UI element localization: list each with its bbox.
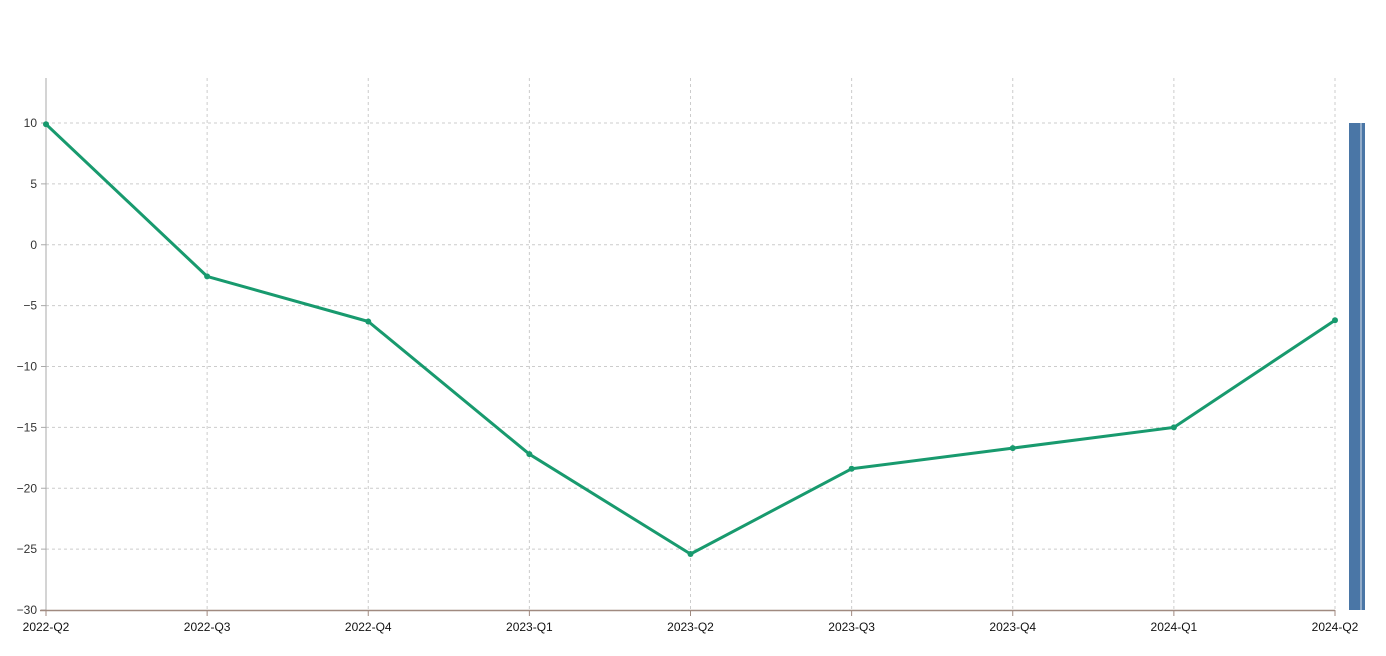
- x-tick-labels: 2022-Q2 2022-Q3 2022-Q4 2023-Q1 2023-Q2 2023-…: [23, 620, 1359, 634]
- x-tick-label: 2023-Q3: [828, 620, 875, 634]
- series-group: [43, 121, 1338, 557]
- data-point: [43, 121, 49, 128]
- side-bar-group: [1349, 123, 1365, 610]
- axes: [40, 78, 1336, 616]
- y-tick-label: 5: [30, 177, 37, 191]
- y-tick-label: −15: [17, 420, 38, 434]
- side-range-bar: [1349, 123, 1365, 610]
- x-tick-label: 2024-Q1: [1151, 620, 1198, 634]
- x-tick-label: 2023-Q2: [667, 620, 714, 634]
- y-tick-label: 0: [30, 238, 37, 252]
- data-point: [687, 550, 694, 557]
- x-tick-label: 2023-Q4: [989, 620, 1036, 634]
- x-tick-label: 2023-Q1: [506, 620, 553, 634]
- y-tick-label: −10: [17, 360, 38, 374]
- data-point: [365, 318, 372, 325]
- data-point: [1332, 317, 1338, 324]
- x-tick-label: 2024-Q2: [1312, 620, 1359, 634]
- y-tick-labels: 10 5 0 −5 −10 −15 −20 −25 −30: [17, 116, 38, 617]
- y-tick-label: −30: [17, 603, 38, 617]
- x-tick-label: 2022-Q2: [23, 620, 70, 634]
- x-tick-label: 2022-Q3: [184, 620, 231, 634]
- grid-lines: [46, 78, 1336, 610]
- y-tick-label: 10: [24, 116, 38, 130]
- y-tick-label: −20: [17, 481, 38, 495]
- data-point: [204, 273, 211, 280]
- data-point: [526, 451, 533, 458]
- y-tick-label: −25: [17, 542, 38, 556]
- data-point: [1009, 445, 1016, 452]
- y-tick-label: −5: [23, 299, 37, 313]
- x-tick-label: 2022-Q4: [345, 620, 392, 634]
- data-point: [848, 465, 855, 472]
- data-point: [1170, 424, 1177, 431]
